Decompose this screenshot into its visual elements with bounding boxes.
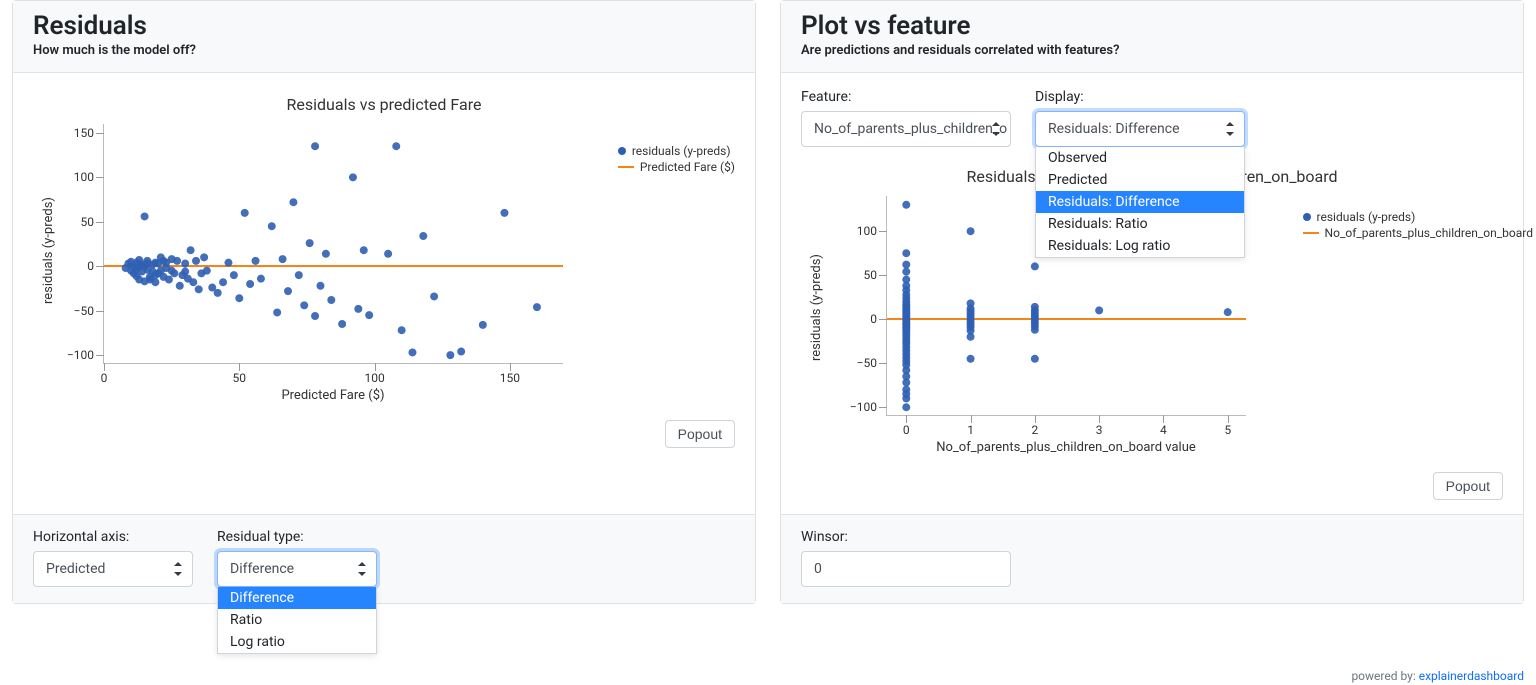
y-tick-label: −50 xyxy=(857,356,877,370)
plot-vs-feature-body: Feature: No_of_parents_plus_children_o D… xyxy=(781,73,1523,514)
x-tick-label: 100 xyxy=(364,371,384,385)
y-tick-label: −50 xyxy=(74,304,94,318)
plot-vs-feature-header: Plot vs feature Are predictions and resi… xyxy=(781,1,1523,73)
display-dropdown[interactable]: ObservedPredictedResiduals: DifferenceRe… xyxy=(1035,147,1245,258)
y-tick-label: 0 xyxy=(870,312,877,326)
powered-by-prefix: powered by: xyxy=(1351,669,1418,683)
display-label: Display: xyxy=(1035,89,1245,105)
chevron-updown-icon xyxy=(172,562,182,576)
plot-area[interactable]: −100−50050100150050100150 xyxy=(103,124,563,364)
legend-item: Predicted Fare ($) xyxy=(618,160,735,174)
display-option[interactable]: Residuals: Ratio xyxy=(1036,213,1244,235)
display-group: Display: Residuals: Difference ObservedP… xyxy=(1035,89,1245,147)
y-tick-label: 150 xyxy=(74,126,94,140)
residuals-panel-header: Residuals How much is the model off? xyxy=(13,1,755,73)
legend-label: Predicted Fare ($) xyxy=(640,160,735,174)
feature-label: Feature: xyxy=(801,89,1011,105)
residuals-panel-body: Residuals vs predicted Fare residuals (y… xyxy=(13,73,755,514)
x-tick-label: 5 xyxy=(1224,423,1231,437)
residual-type-value: Difference xyxy=(230,561,294,577)
line-icon xyxy=(618,166,634,168)
display-option[interactable]: Residuals: Difference xyxy=(1036,191,1244,213)
legend-label: residuals (y-preds) xyxy=(1317,210,1416,224)
display-option[interactable]: Residuals: Log ratio xyxy=(1036,235,1244,257)
residuals-panel-footer: Horizontal axis: Predicted Residual type… xyxy=(13,514,755,603)
x-axis-label: No_of_parents_plus_children_on_board val… xyxy=(886,440,1246,455)
residual-type-option[interactable]: Difference xyxy=(218,587,376,609)
feature-group: Feature: No_of_parents_plus_children_o xyxy=(801,89,1011,147)
residuals-panel: Residuals How much is the model off? Res… xyxy=(12,0,756,604)
display-option[interactable]: Observed xyxy=(1036,147,1244,169)
residual-type-select[interactable]: Difference xyxy=(217,551,377,587)
y-tick-label: 100 xyxy=(74,170,94,184)
residuals-subtitle: How much is the model off? xyxy=(33,43,735,58)
dot-icon xyxy=(1303,213,1311,221)
y-tick-label: 100 xyxy=(857,224,877,238)
x-axis-label: Predicted Fare ($) xyxy=(103,388,563,403)
x-tick-label: 2 xyxy=(1031,423,1038,437)
winsor-input[interactable]: 0 xyxy=(801,551,1011,587)
chevron-updown-icon xyxy=(1224,122,1234,136)
residual-type-dropdown[interactable]: DifferenceRatioLog ratio xyxy=(217,587,377,654)
y-tick-label: 50 xyxy=(81,215,95,229)
legend-item: No_of_parents_plus_children_on_board xyxy=(1303,226,1533,240)
winsor-label: Winsor: xyxy=(801,529,1011,545)
x-tick-label: 4 xyxy=(1160,423,1167,437)
feature-select[interactable]: No_of_parents_plus_children_o xyxy=(801,111,1011,147)
x-tick-label: 0 xyxy=(101,371,108,385)
chart-legend: residuals (y-preds) No_of_parents_plus_ch… xyxy=(1303,210,1533,242)
legend-label: No_of_parents_plus_children_on_board xyxy=(1325,226,1533,240)
scatter-svg xyxy=(104,124,564,364)
chevron-updown-icon xyxy=(356,562,366,576)
powered-by-link[interactable]: explainerdashboard xyxy=(1419,669,1524,683)
display-select[interactable]: Residuals: Difference xyxy=(1035,111,1245,147)
x-tick-label: 150 xyxy=(500,371,520,385)
x-tick-label: 1 xyxy=(967,423,974,437)
y-tick-label: −100 xyxy=(67,348,94,362)
residuals-title: Residuals xyxy=(33,11,735,41)
horizontal-axis-label: Horizontal axis: xyxy=(33,529,193,545)
y-tick-label: 50 xyxy=(864,268,878,282)
horizontal-axis-group: Horizontal axis: Predicted xyxy=(33,529,193,587)
y-axis-label: residuals (y-preds) xyxy=(41,197,56,304)
powered-by: powered by: explainerdashboard xyxy=(1351,669,1524,683)
feature-popout-button[interactable]: Popout xyxy=(1433,472,1503,500)
y-tick-label: 0 xyxy=(87,259,94,273)
legend-item: residuals (y-preds) xyxy=(618,144,735,158)
residual-type-group: Residual type: Difference DifferenceRati… xyxy=(217,529,377,587)
residuals-chart[interactable]: residuals (y-preds)−100−5005010015005010… xyxy=(33,124,735,414)
legend-label: residuals (y-preds) xyxy=(632,144,731,158)
x-tick-label: 3 xyxy=(1096,423,1103,437)
residual-type-label: Residual type: xyxy=(217,529,377,545)
residual-type-option[interactable]: Log ratio xyxy=(218,631,376,653)
winsor-group: Winsor: 0 xyxy=(801,529,1011,587)
display-option[interactable]: Predicted xyxy=(1036,169,1244,191)
y-axis-label: residuals (y-preds) xyxy=(809,254,824,361)
plot-vs-feature-subtitle: Are predictions and residuals correlated… xyxy=(801,43,1503,58)
plot-vs-feature-title: Plot vs feature xyxy=(801,11,1503,41)
display-value: Residuals: Difference xyxy=(1048,121,1180,137)
residuals-chart-title: Residuals vs predicted Fare xyxy=(33,95,735,114)
horizontal-axis-value: Predicted xyxy=(46,561,105,577)
residuals-popout-button[interactable]: Popout xyxy=(665,420,735,448)
horizontal-axis-select[interactable]: Predicted xyxy=(33,551,193,587)
residual-type-option[interactable]: Ratio xyxy=(218,609,376,631)
feature-value: No_of_parents_plus_children_o xyxy=(814,121,1007,137)
line-icon xyxy=(1303,232,1319,234)
x-tick-label: 50 xyxy=(233,371,247,385)
plot-vs-feature-panel: Plot vs feature Are predictions and resi… xyxy=(780,0,1524,604)
dot-icon xyxy=(618,147,626,155)
y-tick-label: −100 xyxy=(850,400,877,414)
x-tick-label: 0 xyxy=(903,423,910,437)
legend-item: residuals (y-preds) xyxy=(1303,210,1533,224)
plot-vs-feature-footer: Winsor: 0 xyxy=(781,514,1523,603)
chart-legend: residuals (y-preds) Predicted Fare ($) xyxy=(618,144,735,176)
